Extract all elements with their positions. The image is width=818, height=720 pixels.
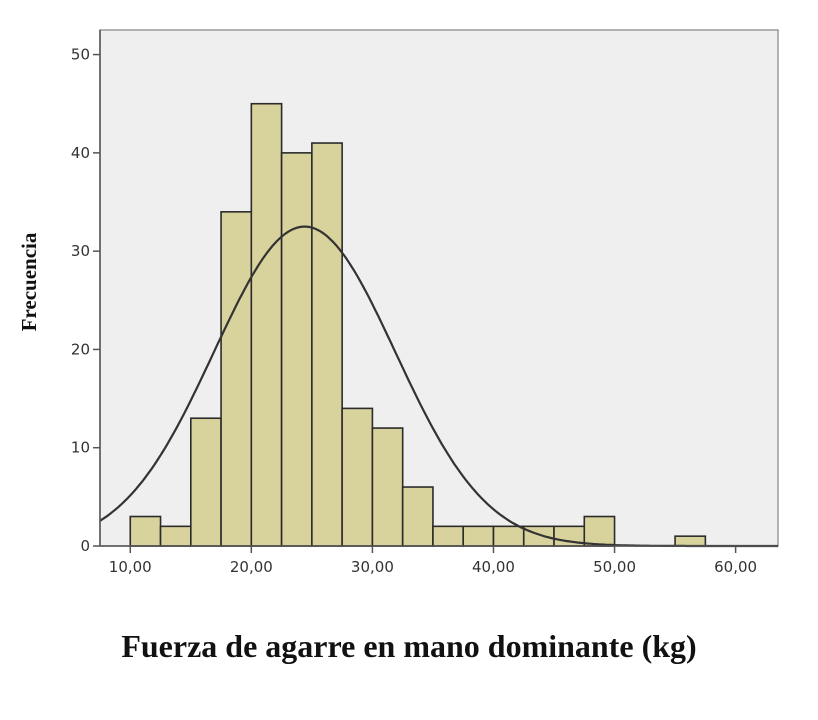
y-tick-label: 20 [71, 340, 90, 358]
y-tick-label: 10 [71, 439, 90, 457]
histogram-bar [341, 407, 374, 547]
histogram-bar [432, 525, 465, 547]
x-axis: 10,00 20,00 30,00 40,00 50,00 60,00 [100, 545, 778, 576]
x-tick-label: 30,00 [351, 558, 394, 576]
histogram-bar [371, 427, 404, 547]
histogram-bar [522, 525, 555, 547]
histogram-bar [492, 525, 525, 547]
histogram-bar [220, 211, 253, 547]
x-tick-label: 20,00 [230, 558, 273, 576]
x-tick-label: 10,00 [109, 558, 152, 576]
y-tick-label: 50 [71, 46, 90, 64]
histogram-bar [462, 525, 495, 547]
x-tick-label: 40,00 [472, 558, 515, 576]
histogram-bar [159, 525, 192, 547]
x-axis-label: Fuerza de agarre en mano dominante (kg) [121, 628, 697, 664]
histogram-bar [129, 515, 162, 547]
histogram-bar [250, 102, 283, 547]
y-tick-label: 0 [80, 537, 90, 555]
x-tick-label: 60,00 [714, 558, 757, 576]
x-tick-label: 50,00 [593, 558, 636, 576]
histogram-bar [190, 417, 222, 547]
histogram-bar [280, 152, 313, 547]
y-tick-label: 40 [71, 144, 90, 162]
histogram-bar [583, 515, 616, 547]
histogram-bar [311, 142, 343, 547]
bars-group [129, 102, 707, 547]
y-tick-label: 30 [71, 242, 90, 260]
histogram-bar [401, 486, 434, 547]
histogram-bar [674, 535, 707, 547]
y-axis: 0 10 20 30 40 50 [71, 30, 101, 555]
y-axis-label: Frecuencia [17, 232, 41, 331]
